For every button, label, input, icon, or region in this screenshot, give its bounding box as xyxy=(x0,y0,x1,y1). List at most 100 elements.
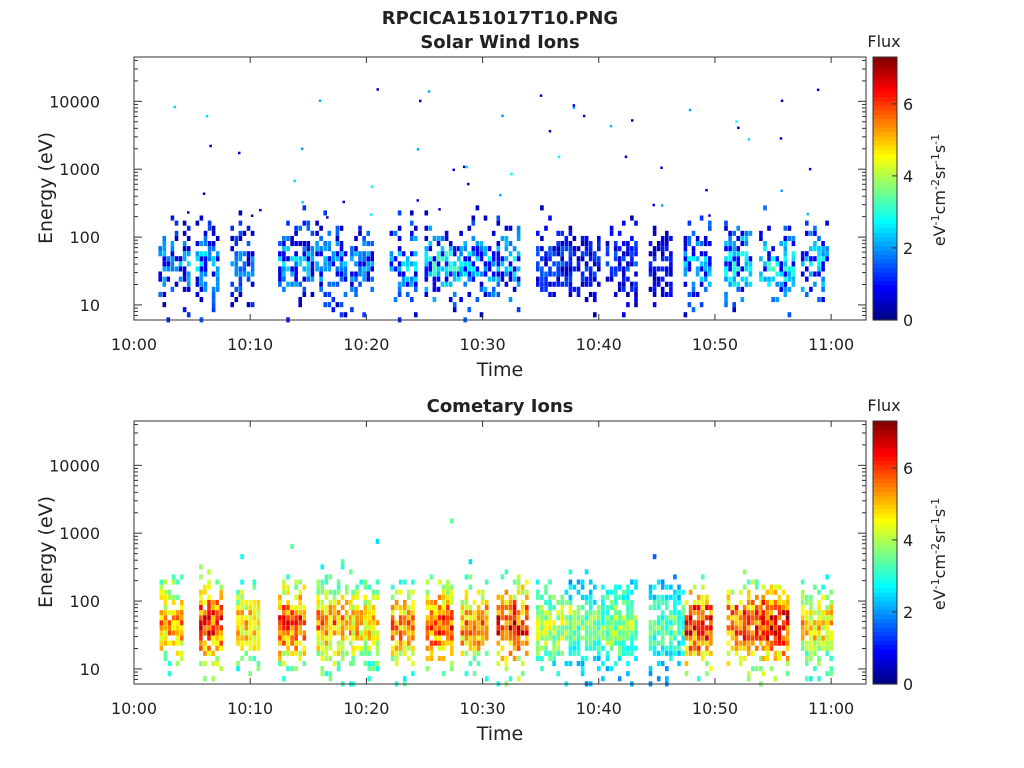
heatmap-cell xyxy=(452,251,457,257)
y-tick-label: 10 xyxy=(80,660,100,679)
heatmap-cell xyxy=(186,312,191,318)
heatmap-cell xyxy=(520,630,525,636)
heatmap-cell xyxy=(343,251,348,257)
heatmap-cell xyxy=(759,640,763,646)
heatmap-cell xyxy=(370,276,374,282)
heatmap-cell xyxy=(613,251,618,257)
heatmap-cell xyxy=(540,625,544,631)
heatmap-cell xyxy=(512,256,517,262)
heatmap-cell xyxy=(290,615,294,621)
heatmap-cell xyxy=(199,625,203,631)
heatmap-cell xyxy=(732,281,736,287)
heatmap-cell xyxy=(403,676,407,682)
colorbar-segment xyxy=(873,460,897,466)
heatmap-cell xyxy=(665,630,669,636)
heatmap-cell xyxy=(320,579,325,585)
heatmap-cell xyxy=(159,579,164,585)
heatmap-cell xyxy=(294,640,298,646)
heatmap-cell xyxy=(681,605,685,611)
heatmap-cell xyxy=(652,276,657,282)
heatmap-cell xyxy=(199,620,203,626)
heatmap-cell xyxy=(459,271,463,277)
heatmap-cell xyxy=(740,297,745,303)
heatmap-cell xyxy=(508,620,513,626)
heatmap-cell xyxy=(343,291,348,297)
heatmap-cell xyxy=(240,610,244,616)
heatmap-cell xyxy=(252,605,257,611)
heatmap-cell xyxy=(769,605,774,611)
heatmap-cell xyxy=(821,266,825,272)
heatmap-cell xyxy=(302,251,307,257)
heatmap-cell xyxy=(536,655,540,661)
heatmap-cell xyxy=(813,610,817,616)
heatmap-cell xyxy=(761,584,765,590)
heatmap-cell xyxy=(536,640,540,646)
heatmap-cell xyxy=(282,620,286,626)
heatmap-cell xyxy=(544,640,548,646)
heatmap-cell xyxy=(665,271,669,277)
heatmap-cell xyxy=(556,671,560,677)
heatmap-cell xyxy=(487,246,492,252)
heatmap-cell xyxy=(516,655,521,661)
heatmap-cell xyxy=(436,251,441,257)
heatmap-cell xyxy=(207,241,212,247)
heatmap-cell xyxy=(759,276,763,282)
heatmap-cell xyxy=(785,625,790,631)
heatmap-cell xyxy=(516,615,521,621)
heatmap-cell xyxy=(460,650,465,656)
heatmap-cell xyxy=(290,620,294,626)
heatmap-cell xyxy=(437,645,442,651)
heatmap-cell xyxy=(211,599,215,605)
heatmap-cell xyxy=(459,251,463,257)
heatmap-cell xyxy=(310,230,315,236)
heatmap-cell xyxy=(234,251,239,257)
heatmap-cell xyxy=(525,605,529,611)
heatmap-cell xyxy=(298,599,302,605)
heatmap-cell xyxy=(324,610,329,616)
heatmap-cell xyxy=(785,610,790,616)
heatmap-cell xyxy=(708,241,712,247)
heatmap-cell xyxy=(491,286,496,292)
heatmap-cell xyxy=(652,256,657,262)
heatmap-cell xyxy=(746,610,751,616)
heatmap-cell xyxy=(324,655,329,661)
heatmap-cell xyxy=(765,599,770,605)
heatmap-cell xyxy=(446,584,450,590)
heatmap-cell xyxy=(512,271,517,277)
heatmap-cell xyxy=(652,620,657,626)
heatmap-cell xyxy=(601,610,605,616)
heatmap-cell xyxy=(207,246,212,252)
heatmap-cell xyxy=(324,645,329,651)
heatmap-cell xyxy=(163,650,168,656)
heatmap-cell xyxy=(588,610,593,616)
heatmap-cell xyxy=(440,246,445,252)
colorbar-segment xyxy=(873,565,897,571)
heatmap-cell xyxy=(170,286,175,292)
heatmap-cell xyxy=(601,594,605,600)
heatmap-cell xyxy=(491,261,496,267)
heatmap-cell xyxy=(622,599,626,605)
heatmap-cell xyxy=(328,671,333,677)
heatmap-cell xyxy=(730,645,735,651)
heatmap-cell xyxy=(483,286,488,292)
heatmap-cell xyxy=(410,210,414,216)
heatmap-cell xyxy=(203,625,207,631)
heatmap-cell xyxy=(403,645,407,651)
heatmap-cell xyxy=(344,635,349,641)
heatmap-cell xyxy=(552,650,556,656)
heatmap-cell xyxy=(525,640,529,646)
heatmap-cell xyxy=(199,605,203,611)
heatmap-cell xyxy=(370,241,374,247)
heatmap-cell xyxy=(805,650,809,656)
heatmap-cell xyxy=(781,640,786,646)
heatmap-cell xyxy=(240,554,244,560)
heatmap-cell xyxy=(580,594,585,600)
heatmap-cell xyxy=(512,640,517,646)
heatmap-cell xyxy=(259,208,262,212)
heatmap-cell xyxy=(211,630,215,636)
heatmap-cell xyxy=(414,312,418,318)
heatmap-cell xyxy=(294,584,298,590)
heatmap-cell xyxy=(734,610,739,616)
colorbar-frame xyxy=(872,56,898,321)
heatmap-cell xyxy=(375,630,380,636)
